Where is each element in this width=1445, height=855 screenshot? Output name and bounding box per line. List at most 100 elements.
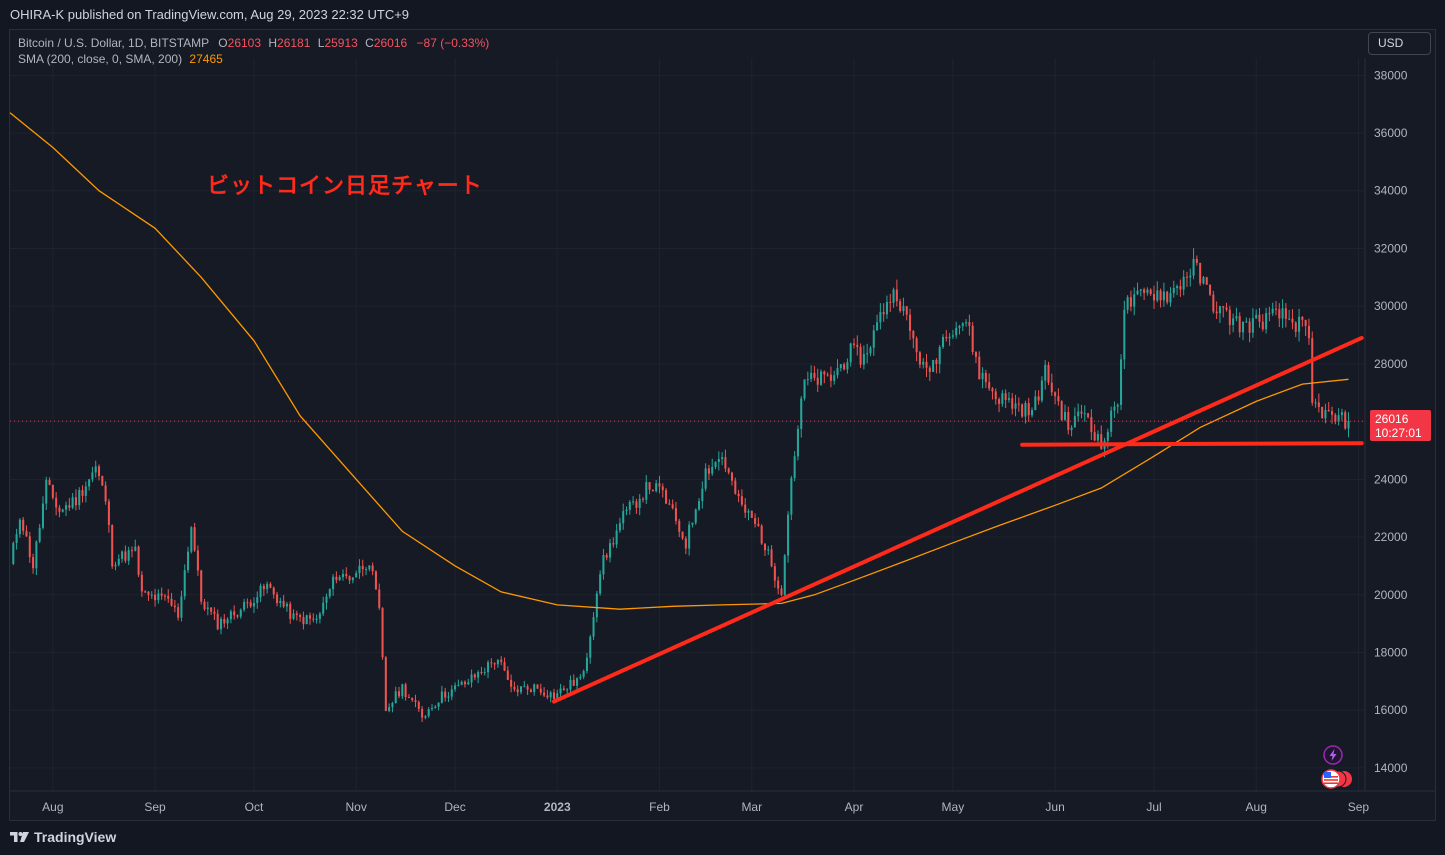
candle — [470, 669, 473, 688]
candle-body — [180, 596, 183, 618]
candle-body — [599, 574, 602, 594]
candle — [68, 497, 71, 511]
candle-body — [378, 589, 381, 608]
candle — [658, 475, 661, 494]
candle-body — [819, 371, 823, 385]
candle-body — [1054, 392, 1057, 397]
candle — [612, 537, 615, 548]
candle — [1337, 408, 1340, 426]
time-tick-label: Feb — [649, 800, 670, 814]
candle-body — [219, 618, 223, 630]
currency-button[interactable]: USD — [1368, 32, 1431, 55]
candle — [32, 553, 35, 574]
time-tick-label: Sep — [144, 800, 166, 814]
candle-body — [467, 682, 470, 685]
candle — [1149, 288, 1152, 296]
candle-body — [760, 525, 763, 544]
candle — [552, 688, 556, 701]
candle-body — [394, 691, 397, 703]
candle-body — [576, 678, 579, 686]
candle-body — [1209, 284, 1212, 295]
candle-body — [978, 356, 981, 380]
candle-body — [1007, 398, 1010, 400]
candle-body — [1126, 297, 1129, 310]
close-value: 26016 — [373, 36, 408, 50]
candle-body — [1317, 402, 1320, 407]
candle-body — [1169, 293, 1172, 303]
candle-body — [559, 688, 562, 694]
candle-body — [279, 600, 282, 604]
candle — [1205, 276, 1208, 285]
chart-pane[interactable] — [9, 29, 1436, 821]
candle-body — [361, 565, 364, 570]
candle-body — [345, 574, 348, 577]
candle-body — [177, 607, 180, 618]
tradingview-brand[interactable]: TradingView — [10, 829, 116, 845]
candle — [45, 476, 48, 510]
price-tick-label: 32000 — [1374, 241, 1408, 255]
candle-body — [856, 344, 859, 347]
candle — [1301, 316, 1304, 327]
candle — [457, 679, 460, 687]
candle-body — [1258, 314, 1261, 322]
candle-body — [338, 577, 341, 581]
candle — [1169, 287, 1172, 307]
candle-body — [427, 709, 430, 717]
candle — [88, 479, 91, 491]
candle-body — [1093, 432, 1096, 441]
candle — [117, 554, 120, 567]
candle-body — [496, 659, 499, 665]
candle — [361, 559, 364, 577]
candle — [187, 546, 190, 573]
candle-body — [351, 577, 354, 581]
candle — [609, 538, 612, 563]
candle-body — [487, 662, 490, 673]
candle-body — [1271, 308, 1274, 314]
candle-body — [35, 541, 38, 569]
candle-body — [1070, 427, 1073, 430]
time-tick-label: Aug — [42, 800, 63, 814]
candle — [130, 546, 134, 558]
symbol-legend[interactable]: Bitcoin / U.S. Dollar, 1D, BITSTAMP O261… — [18, 36, 489, 50]
candle-body — [971, 325, 974, 353]
candle-body — [45, 479, 48, 504]
candle — [15, 528, 18, 550]
candle — [909, 308, 912, 340]
candle-body — [97, 466, 101, 477]
candle — [61, 508, 64, 513]
candle — [965, 319, 968, 327]
candle — [203, 598, 206, 611]
candle-body — [335, 576, 338, 581]
candle-body — [859, 346, 862, 365]
candle — [1314, 398, 1317, 408]
candle-body — [665, 490, 668, 504]
candle — [793, 451, 796, 482]
candle-body — [1017, 403, 1020, 405]
candle — [1172, 280, 1175, 298]
candle-body — [417, 701, 420, 709]
us-flag-icon[interactable] — [1320, 768, 1354, 790]
sma-legend[interactable]: SMA (200, close, 0, SMA, 200) 27465 — [18, 52, 223, 66]
candle — [882, 303, 885, 322]
candle-body — [1037, 396, 1040, 401]
candle-body — [348, 576, 351, 581]
candle-body — [440, 691, 443, 703]
candle-body — [28, 536, 31, 558]
candle-body — [998, 399, 1001, 404]
candle-body — [196, 550, 199, 571]
candle-body — [460, 681, 463, 685]
time-tick-label: Dec — [444, 800, 465, 814]
candle — [981, 367, 984, 389]
low-value: 25913 — [324, 36, 358, 50]
sma-value: 27465 — [189, 52, 223, 66]
candle — [1139, 288, 1142, 297]
candle — [1156, 281, 1159, 303]
low-label: L — [317, 36, 325, 50]
candle-body — [58, 507, 61, 512]
candle-body — [800, 398, 803, 430]
lightning-icon[interactable] — [1322, 744, 1344, 766]
candle — [236, 614, 239, 619]
candle-body — [974, 352, 977, 357]
candle-body — [915, 338, 918, 353]
